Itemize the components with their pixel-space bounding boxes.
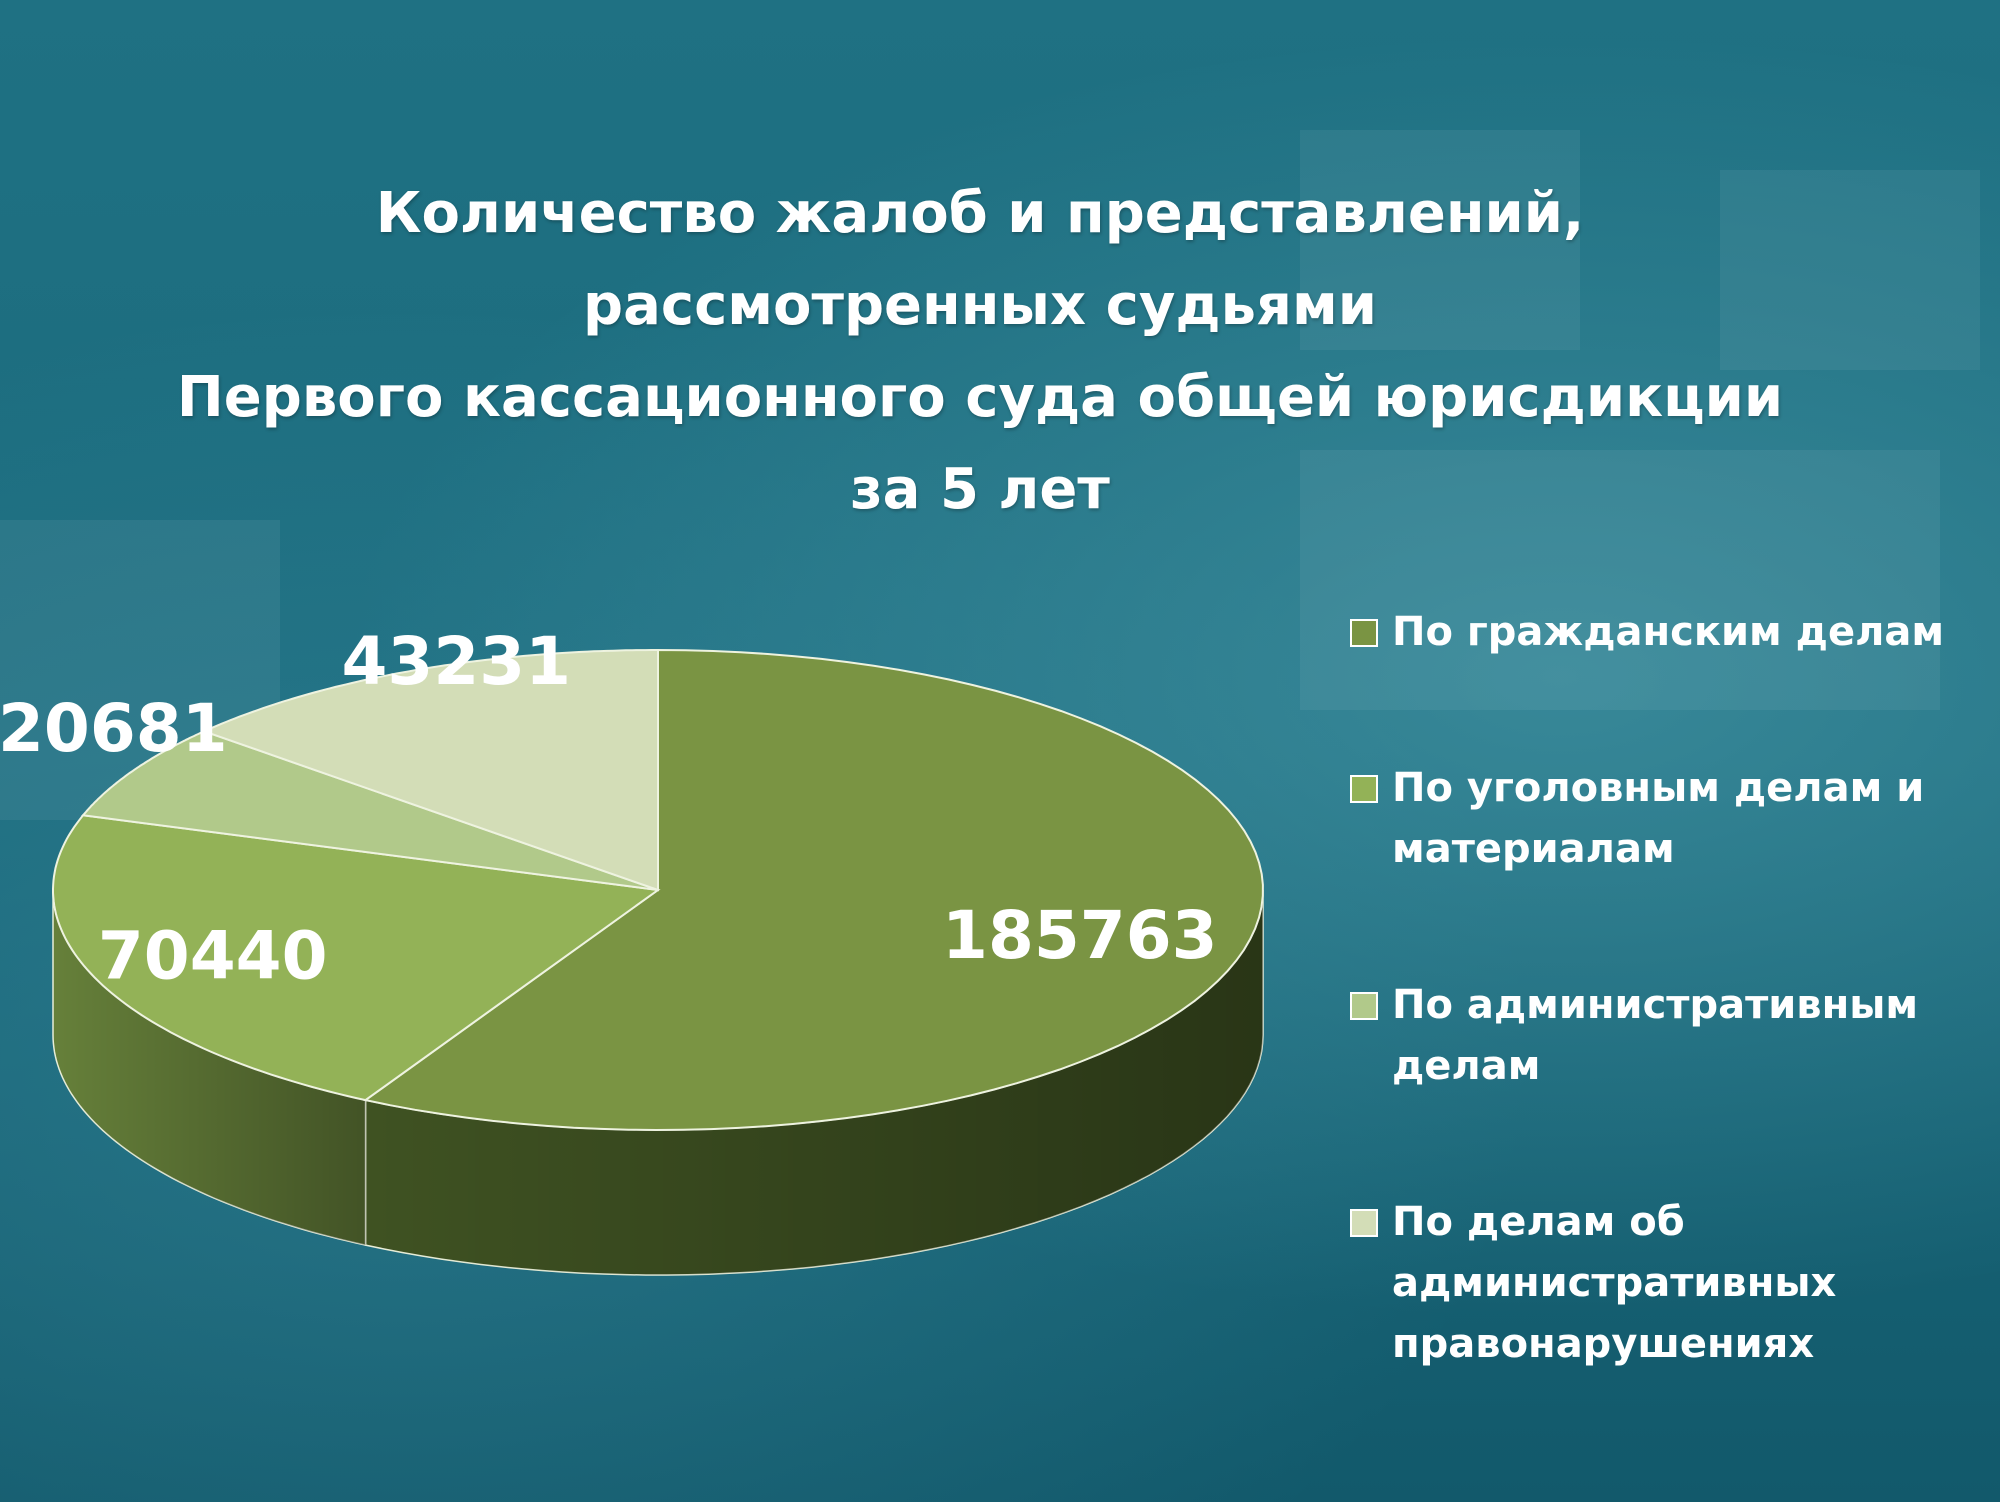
legend-item: По гражданским делам bbox=[1350, 602, 1990, 663]
pie-data-label: 70440 bbox=[98, 917, 328, 994]
legend-label: По гражданским делам bbox=[1392, 609, 1945, 655]
chart-title-line: за 5 лет bbox=[850, 457, 1110, 522]
pie-sides bbox=[52, 889, 1264, 1276]
background-screen-shape bbox=[1300, 130, 1580, 350]
legend-swatch bbox=[1350, 1209, 1378, 1237]
pie-data-label: 185763 bbox=[942, 897, 1218, 974]
pie-slice bbox=[201, 649, 659, 892]
legend-label: По административным bbox=[1392, 982, 1919, 1028]
legend-item: По уголовным делам и материалам bbox=[1350, 758, 1990, 880]
legend-label: делам bbox=[1392, 1043, 1541, 1089]
legend-item: По делам об административных правонаруше… bbox=[1350, 1192, 1990, 1375]
pie-data-label: 43231 bbox=[341, 623, 571, 700]
chart-title: Количество жалоб и представлений, рассмо… bbox=[130, 168, 1830, 536]
legend-item: По административным делам bbox=[1350, 975, 1990, 1097]
chart-title-line: Количество жалоб и представлений, bbox=[375, 181, 1585, 246]
pie-slice bbox=[52, 814, 661, 1102]
legend-label: административных bbox=[1392, 1260, 1837, 1306]
legend-swatch bbox=[1350, 775, 1378, 803]
legend-label: По делам об bbox=[1392, 1199, 1685, 1245]
chart-title-line: Первого кассационного суда общей юрисдик… bbox=[176, 365, 1784, 430]
chart-legend: По гражданским делам По уголовным делам … bbox=[1350, 602, 1990, 1375]
background-screen-shape bbox=[1720, 170, 1980, 370]
legend-label: материалам bbox=[1392, 826, 1675, 872]
pie-data-labels: 185763 70440 20681 43231 bbox=[0, 623, 1218, 994]
legend-label: правонарушениях bbox=[1392, 1321, 1815, 1367]
pie-slice-side-shade bbox=[365, 890, 1263, 1275]
pie-slice-side-shade bbox=[53, 890, 366, 1246]
pie-slices bbox=[52, 648, 1264, 1132]
pie-slice bbox=[80, 730, 659, 891]
pie-slice bbox=[363, 648, 1264, 1132]
background-bookshelf-shape bbox=[1300, 450, 1940, 710]
legend-swatch bbox=[1350, 619, 1378, 647]
legend-swatch bbox=[1350, 992, 1378, 1020]
pie-data-label: 20681 bbox=[0, 690, 228, 767]
chart-title-line: рассмотренных судьями bbox=[583, 273, 1377, 338]
legend-label: По уголовным делам и bbox=[1392, 765, 1925, 811]
